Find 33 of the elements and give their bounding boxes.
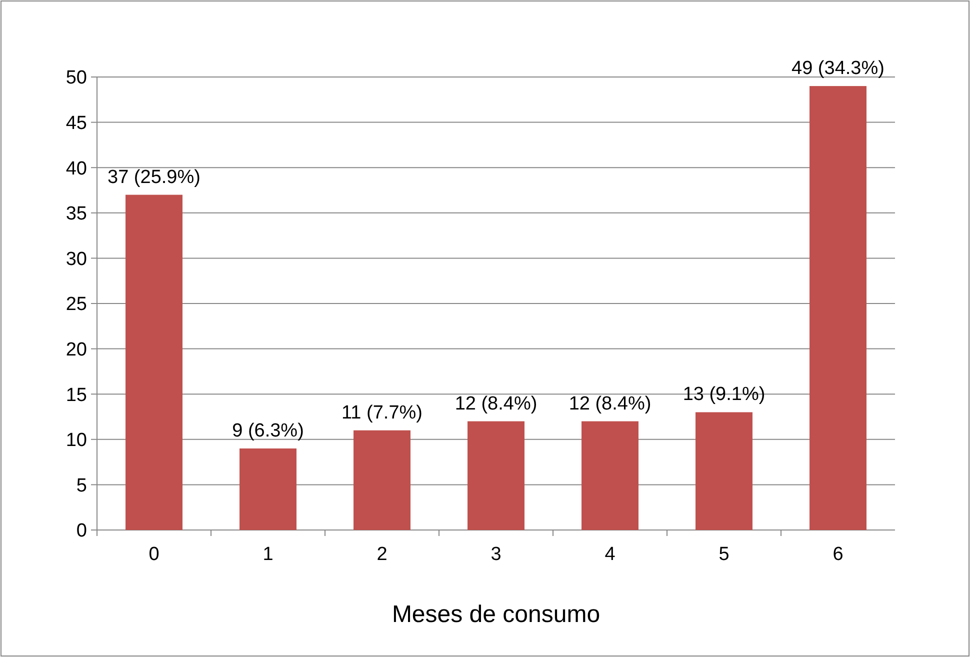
y-tick-label: 15 [66, 384, 87, 406]
y-tick-label: 35 [66, 204, 87, 225]
y-tick-label: 5 [76, 475, 87, 496]
x-tick-label: 1 [262, 544, 274, 565]
x-tick-label: 5 [718, 544, 730, 565]
x-tick-label: 3 [490, 544, 502, 565]
bar [240, 448, 296, 530]
y-tick-label: 50 [66, 68, 87, 89]
bar [696, 412, 752, 530]
bar [354, 430, 410, 530]
bar [468, 421, 524, 530]
x-tick-label: 0 [148, 544, 160, 565]
data-label: 12 (8.4%) [454, 393, 538, 414]
x-tick-label: 4 [604, 544, 616, 565]
x-tick-label: 6 [832, 544, 844, 565]
bar [582, 421, 638, 530]
y-tick-label: 30 [66, 248, 87, 270]
y-tick-label: 20 [66, 339, 87, 360]
data-label: 9 (6.3%) [232, 420, 304, 442]
bar [810, 86, 866, 530]
bar [126, 194, 182, 530]
y-tick-label: 25 [66, 294, 87, 316]
x-tick-label: 2 [376, 544, 388, 565]
y-tick-label: 40 [66, 158, 87, 180]
data-label: 12 (8.4%) [568, 393, 652, 414]
y-tick-label: 0 [76, 520, 87, 542]
data-label: 13 (9.1%) [682, 384, 766, 406]
y-tick-label: 45 [66, 112, 87, 134]
y-tick-label: 10 [66, 430, 87, 452]
data-label: 37 (25.9%) [108, 166, 200, 188]
data-label: 49 (34.3%) [792, 58, 884, 80]
data-label: 11 (7.7%) [342, 402, 422, 424]
x-axis-title: Meses de consumo [392, 601, 600, 628]
